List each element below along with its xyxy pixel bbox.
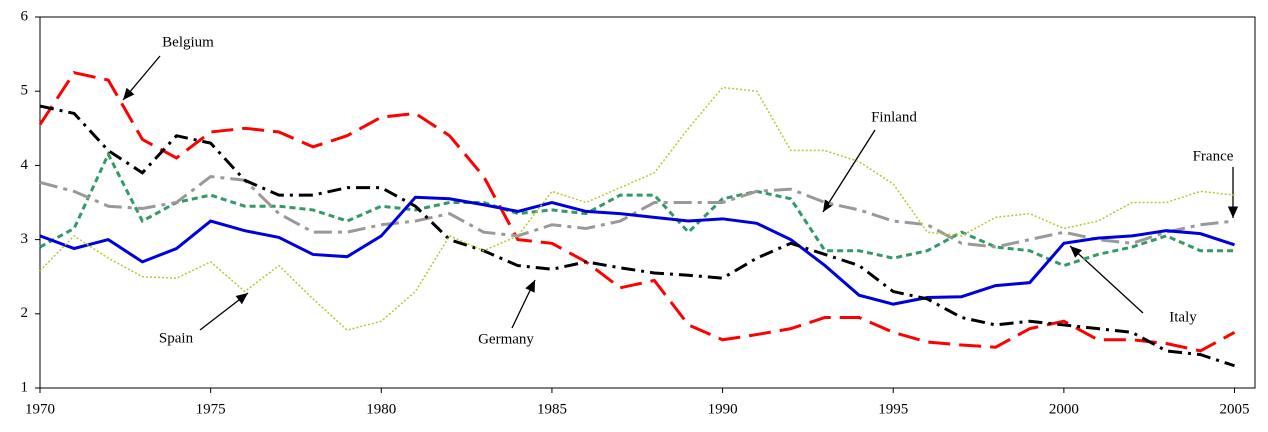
x-tick-label: 2005	[1220, 401, 1250, 417]
series-line	[39, 86, 1235, 331]
x-tick-label: 1975	[196, 401, 226, 417]
annotation: Germany	[478, 331, 534, 347]
plot-frame	[39, 16, 1256, 389]
x-tick-label: 1995	[878, 401, 908, 417]
y-tick-label: 5	[21, 83, 29, 99]
annotation: Belgium	[162, 34, 214, 50]
annotation-arrow	[511, 279, 536, 329]
x-tick-label: 1980	[366, 401, 396, 417]
x-tick-label: 1990	[708, 401, 738, 417]
y-tick-label: 1	[21, 379, 29, 395]
annotation-arrow	[822, 129, 876, 213]
annotation: France	[1193, 148, 1234, 164]
series-line	[39, 195, 1235, 306]
y-tick-label: 2	[21, 305, 29, 321]
series-line	[39, 150, 1235, 268]
y-tick-label: 6	[21, 8, 29, 24]
x-tick-label: 1970	[25, 401, 55, 417]
annotation: Finland	[871, 109, 917, 125]
annotation-arrow	[199, 292, 249, 331]
annotation: Italy	[1169, 309, 1197, 325]
series-line	[38, 70, 1236, 353]
y-tick-label: 4	[21, 157, 29, 173]
x-tick-label: 2000	[1049, 401, 1079, 417]
annotation-arrow	[1069, 245, 1144, 314]
annotation-arrow	[122, 55, 161, 101]
y-tick-label: 3	[21, 231, 29, 247]
series-line	[39, 174, 1235, 249]
series-line	[39, 104, 1235, 368]
annotation: Spain	[159, 330, 194, 346]
x-tick-label: 1985	[537, 401, 567, 417]
